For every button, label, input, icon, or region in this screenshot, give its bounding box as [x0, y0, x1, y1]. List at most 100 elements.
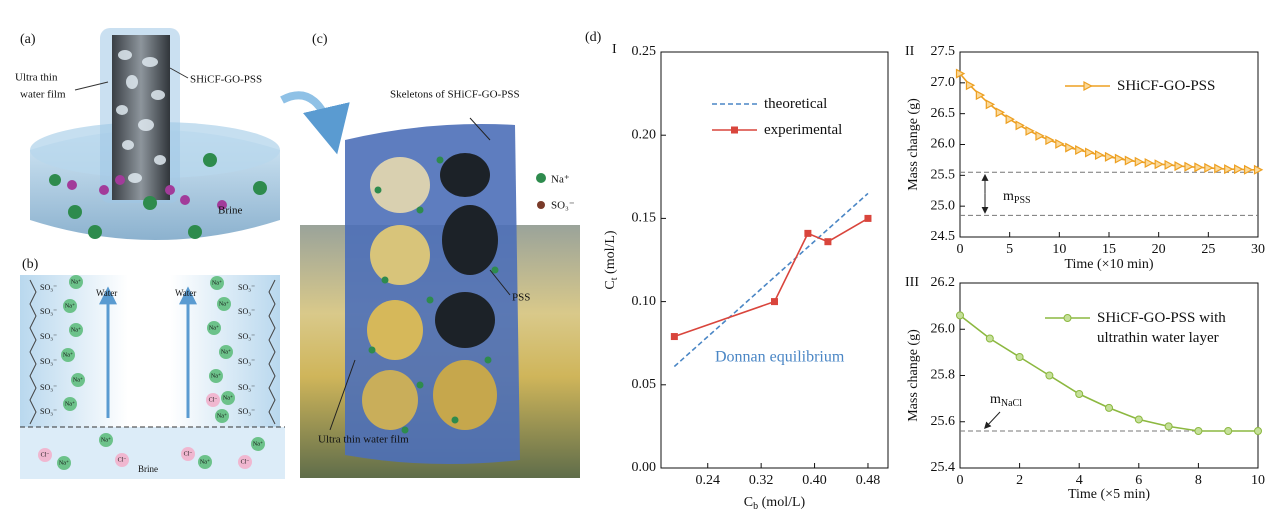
material-label: SHiCF-GO-PSS [190, 74, 262, 86]
x-tick-label: 6 [1135, 473, 1142, 488]
x-axis-label: Time (×5 min) [1068, 487, 1150, 502]
y-tick-label: 27.0 [931, 75, 956, 90]
sodium-ion [221, 391, 235, 405]
annotation: mPSS [1003, 189, 1031, 206]
sodium-ion [61, 348, 75, 362]
leader-line [469, 117, 491, 141]
marker [1045, 371, 1054, 380]
panel-c: (c) Skeletons of SHiCF-GO-PSS Na⁺ SO₃⁻ P… [280, 32, 580, 478]
series-line [673, 192, 869, 368]
panel-numeral: III [905, 275, 919, 290]
marker [1254, 427, 1262, 435]
marker [1224, 164, 1234, 175]
brine-layer [20, 427, 285, 479]
brine-label: Brine [138, 464, 158, 474]
y-tick-label: 25.5 [931, 168, 956, 183]
y-tick-label: 25.4 [931, 460, 956, 475]
sodium-ion [71, 373, 85, 387]
leader-line [74, 81, 109, 91]
sulfonate-label: SO₃⁻ [238, 407, 255, 416]
marker [1253, 164, 1264, 175]
marker [1015, 353, 1024, 361]
marker [1055, 138, 1065, 149]
chloride-label: Cl⁻ [184, 451, 193, 457]
marker [1204, 162, 1214, 173]
y-tick-label: 26.5 [931, 106, 956, 121]
sodium-ion [57, 456, 71, 470]
y-tick-label: 0.10 [632, 294, 657, 309]
sodium-ion [198, 455, 212, 469]
x-tick-label: 0.48 [856, 473, 881, 488]
sulfonate-label: SO₃⁻ [238, 283, 255, 292]
marker [1214, 163, 1224, 174]
marker [975, 90, 986, 101]
sodium-ion [251, 437, 265, 451]
chloride-ion [181, 447, 195, 461]
panel-numeral: I [612, 42, 617, 57]
y-tick-label: 0.05 [632, 377, 657, 392]
sodium-label: Na⁺ [71, 278, 81, 285]
x-axis-label-part: b [753, 501, 758, 512]
x-axis-label-part: (mol/L) [758, 495, 805, 510]
y-tick-label: 0.25 [632, 44, 657, 59]
sulfonate-label: SO₃⁻ [40, 307, 57, 316]
sulfonate-label: SO₃⁻ [238, 383, 255, 392]
marker [1045, 135, 1055, 146]
y-axis-label: Mass change (g) [906, 98, 921, 191]
sulfonate-label: SO₃⁻ [40, 332, 57, 341]
legend-na [536, 173, 546, 183]
chloride-label: Cl⁻ [209, 397, 218, 403]
marker [1114, 153, 1125, 164]
marker [804, 229, 812, 237]
sodium-ion [207, 321, 221, 335]
marker [1194, 162, 1204, 173]
x-tick-label: 10 [1251, 473, 1265, 488]
series-line [674, 217, 869, 338]
sodium-ion [217, 297, 231, 311]
sodium-label: Na⁺ [73, 376, 83, 383]
y-axis-label: Mass change (g) [906, 329, 921, 422]
marker [1164, 422, 1173, 431]
sulfonate-label: SO₃⁻ [40, 357, 57, 366]
panel-label: (b) [22, 257, 39, 272]
transition-arrow [280, 91, 350, 155]
marker [1164, 159, 1174, 170]
x-tick-label: 8 [1195, 473, 1202, 488]
x-tick-label: 4 [1076, 473, 1083, 488]
marker [1224, 427, 1233, 435]
legend-label: Na⁺ [551, 174, 570, 186]
y-tick-label: 0.20 [632, 127, 657, 142]
marker [1075, 145, 1085, 156]
y-tick-label: 26.2 [931, 275, 956, 290]
marker [1154, 159, 1164, 170]
pss-label: PSS [512, 292, 530, 304]
marker [1174, 161, 1184, 172]
marker [1025, 125, 1035, 136]
x-tick-label: 15 [1102, 242, 1116, 257]
marker [1105, 403, 1113, 412]
y-axis-label-part: t [609, 277, 620, 280]
marker [985, 99, 996, 110]
marker [1035, 130, 1045, 141]
skeleton-label: Skeletons of SHiCF-GO-PSS [390, 89, 520, 101]
sodium-label: Na⁺ [101, 436, 111, 443]
annotation-part: m [1003, 189, 1014, 204]
leader-line [169, 67, 189, 79]
fiber-tube [112, 35, 170, 200]
annotation: Donnan equilibrium [715, 349, 845, 366]
polymer-chain [268, 279, 276, 425]
marker [1015, 120, 1025, 131]
x-tick-label: 0 [957, 242, 964, 257]
x-tick-label: 30 [1251, 242, 1265, 257]
annotation-part: m [990, 392, 1001, 407]
y-tick-label: 0.15 [632, 211, 657, 226]
sodium-ion [63, 299, 77, 313]
marker [1124, 155, 1135, 166]
marker [1243, 164, 1254, 175]
marker [965, 80, 976, 91]
legend-marker [1063, 314, 1072, 322]
annotation: mNaCl [990, 392, 1022, 409]
sulfonate-label: SO₃⁻ [40, 283, 57, 292]
x-tick-label: 0.40 [802, 473, 827, 488]
